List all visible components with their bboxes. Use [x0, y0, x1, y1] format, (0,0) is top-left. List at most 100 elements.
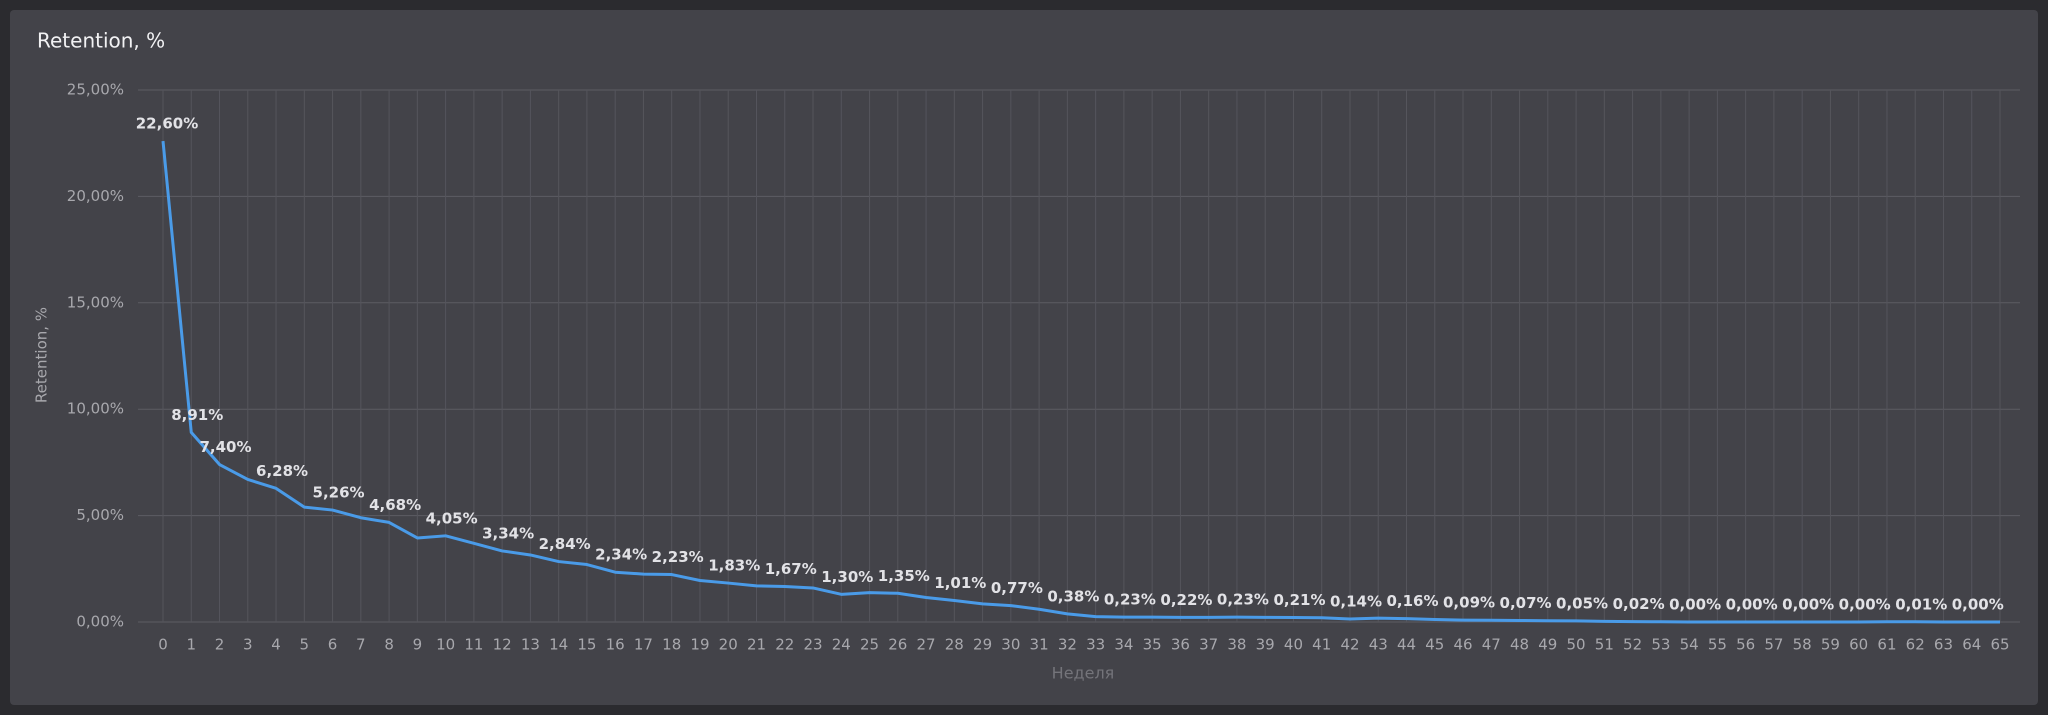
data-label: 3,34%: [482, 524, 534, 542]
x-tick-label: 63: [1934, 636, 1953, 654]
x-tick-label: 51: [1595, 636, 1614, 654]
data-label: 0,00%: [1782, 596, 1834, 614]
y-tick-label: 10,00%: [67, 400, 124, 418]
data-label: 0,00%: [1726, 596, 1778, 614]
x-tick-label: 1: [186, 636, 196, 654]
y-axis-title: Retention, %: [33, 307, 51, 403]
data-label: 1,83%: [708, 557, 760, 575]
data-label: 0,00%: [1839, 596, 1891, 614]
x-tick-label: 39: [1256, 636, 1275, 654]
x-tick-label: 48: [1510, 636, 1529, 654]
x-tick-label: 42: [1340, 636, 1359, 654]
x-tick-label: 26: [888, 636, 907, 654]
x-tick-label: 10: [436, 636, 455, 654]
data-label: 0,21%: [1273, 591, 1325, 609]
data-label: 5,26%: [313, 484, 365, 502]
x-tick-label: 28: [945, 636, 964, 654]
line: [161, 140, 2000, 624]
data-label: 1,01%: [934, 574, 986, 592]
data-label: 0,00%: [1952, 596, 2004, 614]
x-tick-label: 24: [832, 636, 851, 654]
x-tick-label: 45: [1425, 636, 1444, 654]
data-label: 0,02%: [1613, 595, 1665, 613]
x-tick-label: 15: [577, 636, 596, 654]
x-tick-label: 17: [634, 636, 653, 654]
data-label: 0,07%: [1500, 594, 1552, 612]
x-tick-label: 65: [1990, 636, 2009, 654]
x-tick-label: 46: [1453, 636, 1472, 654]
data-label: 6,28%: [256, 462, 308, 480]
data-label: 0,14%: [1330, 593, 1382, 611]
x-tick-label: 3: [243, 636, 253, 654]
data-label: 4,05%: [426, 509, 478, 527]
data-label: 2,84%: [539, 535, 591, 553]
x-tick-label: 9: [413, 636, 423, 654]
y-tick-label: 25,00%: [67, 81, 124, 99]
x-tick-label: 62: [1906, 636, 1925, 654]
data-label: 1,30%: [821, 568, 873, 586]
x-tick-label: 16: [606, 636, 625, 654]
chart-title: Retention, %: [37, 29, 165, 53]
x-tick-label: 35: [1143, 636, 1162, 654]
data-label: 2,34%: [595, 546, 647, 564]
data-label: 1,35%: [878, 567, 930, 585]
data-label: 0,09%: [1443, 594, 1495, 612]
x-tick-label: 27: [917, 636, 936, 654]
data-label: 0,77%: [991, 579, 1043, 597]
x-tick-label: 23: [803, 636, 822, 654]
data-label: 8,91%: [171, 406, 223, 424]
x-tick-label: 29: [973, 636, 992, 654]
x-tick-label: 41: [1312, 636, 1331, 654]
x-tick-label: 33: [1086, 636, 1105, 654]
panel: [10, 10, 2038, 705]
data-label: 0,23%: [1104, 591, 1156, 609]
x-tick-label: 34: [1114, 636, 1133, 654]
x-tick-label: 5: [300, 636, 310, 654]
data-label: 0,38%: [1047, 587, 1099, 605]
data-label: 22,60%: [136, 115, 198, 133]
x-tick-label: 55: [1708, 636, 1727, 654]
x-tick-label: 60: [1849, 636, 1868, 654]
x-tick-label: 53: [1651, 636, 1670, 654]
x-tick-label: 57: [1764, 636, 1783, 654]
x-tick-label: 20: [719, 636, 738, 654]
x-tick-label: 38: [1227, 636, 1246, 654]
x-tick-label: 44: [1397, 636, 1416, 654]
y-tick-label: 20,00%: [67, 187, 124, 205]
x-tick-label: 40: [1284, 636, 1303, 654]
x-axis-title: Неделя: [1052, 664, 1115, 683]
x-tick-label: 32: [1058, 636, 1077, 654]
x-tick-label: 14: [549, 636, 568, 654]
x-tick-label: 56: [1736, 636, 1755, 654]
x-tick-label: 52: [1623, 636, 1642, 654]
x-tick-label: 31: [1030, 636, 1049, 654]
x-tick-label: 47: [1482, 636, 1501, 654]
x-tick-label: 49: [1538, 636, 1557, 654]
x-tick-label: 64: [1962, 636, 1981, 654]
x-tick-label: 12: [493, 636, 512, 654]
x-tick-label: 22: [775, 636, 794, 654]
x-tick-label: 18: [662, 636, 681, 654]
data-label: 0,23%: [1217, 591, 1269, 609]
x-tick-label: 0: [158, 636, 168, 654]
x-tick-label: 54: [1680, 636, 1699, 654]
x-tick-label: 59: [1821, 636, 1840, 654]
x-tick-label: 2: [215, 636, 225, 654]
x-tick-label: 50: [1567, 636, 1586, 654]
x-tick-label: 36: [1171, 636, 1190, 654]
data-label: 0,00%: [1669, 596, 1721, 614]
x-tick-label: 21: [747, 636, 766, 654]
x-tick-label: 6: [328, 636, 338, 654]
data-label: 7,40%: [199, 438, 251, 456]
data-label: 1,67%: [765, 560, 817, 578]
data-label: 0,16%: [1386, 592, 1438, 610]
data-label: 0,22%: [1160, 591, 1212, 609]
y-tick-label: 0,00%: [76, 613, 124, 631]
y-tick-label: 15,00%: [67, 293, 124, 311]
data-label: 4,68%: [369, 496, 421, 514]
x-tick-label: 43: [1369, 636, 1388, 654]
x-tick-label: 13: [521, 636, 540, 654]
x-tick-label: 61: [1877, 636, 1896, 654]
x-tick-label: 11: [464, 636, 483, 654]
